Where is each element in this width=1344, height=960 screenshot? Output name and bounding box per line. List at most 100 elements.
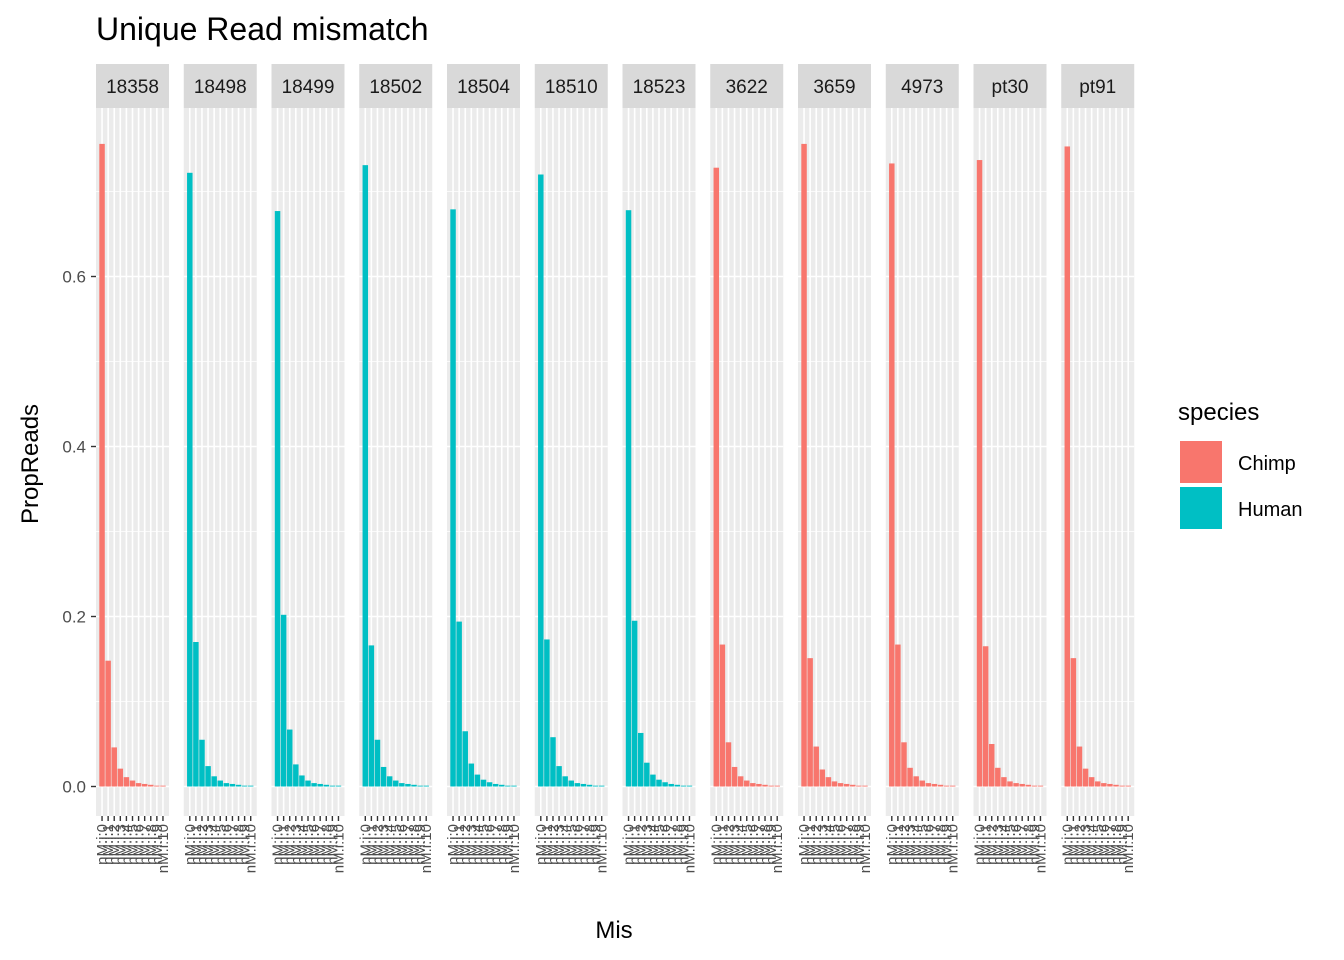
bar-18510-9: [592, 785, 599, 787]
bar-18358-8: [148, 784, 154, 787]
facet-panel-18523: 18523nM:i:0nM:i:1nM:i:2nM:i:3nM:i:4nM:i:…: [621, 64, 698, 873]
x-tick-label: nM:i:7: [488, 824, 505, 865]
x-tick-label: nM:i:4: [557, 824, 574, 865]
x-tick-label: nM:i:7: [312, 824, 329, 865]
x-tick-label: nM:i:1: [978, 824, 995, 865]
bar-3659-10: [862, 785, 868, 787]
bar-4973-8: [937, 784, 944, 787]
x-tick-label: nM:i:1: [363, 824, 380, 865]
facet-strip-bg: [534, 64, 608, 108]
x-tick-label: nM:i:6: [306, 824, 323, 865]
x-tick-label: nM:i:10: [681, 824, 698, 873]
x-tick-label: nM:i:6: [131, 824, 148, 865]
x-tick-label: nM:i:2: [369, 824, 386, 865]
bar-18498-4: [211, 776, 217, 787]
x-tick-label: nM:i:0: [94, 824, 111, 865]
x-tick-label: nM:i:1: [188, 824, 205, 865]
facet-strip-bg: [798, 64, 871, 108]
bar-18499-3: [293, 764, 299, 787]
bar-18358-6: [135, 783, 142, 787]
x-axis-title: Mis: [595, 917, 632, 944]
bar-18502-6: [399, 783, 405, 787]
x-tick-label: nM:i:10: [506, 824, 523, 873]
x-tick-label: nM:i:3: [376, 824, 393, 865]
y-tick-label: 0.6: [62, 268, 86, 287]
bar-4973-3: [907, 767, 913, 787]
bar-18523-2: [637, 732, 644, 787]
bar-18523-10: [686, 785, 693, 787]
x-tick-label: nM:i:6: [218, 824, 235, 865]
bar-18358-0: [99, 143, 105, 787]
bar-18523-5: [656, 779, 662, 787]
x-tick-label: nM:i:9: [149, 824, 166, 865]
x-tick-label: nM:i:1: [627, 824, 644, 865]
bar-18358-9: [154, 785, 160, 787]
bar-18504-7: [492, 783, 499, 787]
x-tick-label: nM:i:5: [563, 824, 580, 865]
x-tick-label: nM:i:2: [633, 824, 650, 865]
bar-18499-6: [311, 783, 317, 787]
x-tick-label: nM:i:2: [106, 824, 123, 865]
x-tick-label: nM:i:2: [545, 824, 562, 865]
bar-pt91-9: [1119, 785, 1125, 787]
x-tick-label: nM:i:2: [194, 824, 211, 865]
facet-strip-label: 18358: [106, 77, 159, 98]
bar-3622-7: [756, 783, 762, 787]
legend: species Chimp Human: [1178, 399, 1302, 529]
x-tick-label: nM:i:2: [984, 824, 1001, 865]
bar-18502-0: [362, 165, 369, 787]
x-tick-label: nM:i:3: [551, 824, 568, 865]
legend-title: species: [1178, 399, 1259, 426]
x-tick-label: nM:i:3: [990, 824, 1007, 865]
x-tick-label: nM:i:0: [708, 824, 725, 865]
bar-18510-2: [550, 737, 556, 787]
x-tick-label: nM:i:6: [745, 824, 762, 865]
bar-18523-4: [650, 774, 656, 787]
bar-3622-10: [774, 785, 780, 787]
bar-18358-2: [111, 747, 117, 787]
x-tick-label: nM:i:10: [594, 824, 611, 873]
x-tick-label: nM:i:8: [231, 824, 248, 865]
bar-3622-2: [725, 742, 732, 787]
x-tick-label: nM:i:9: [939, 824, 956, 865]
x-tick-label: nM:i:3: [112, 824, 129, 865]
facet-panel-18498: 18498nM:i:0nM:i:1nM:i:2nM:i:3nM:i:4nM:i:…: [182, 64, 260, 873]
bar-18523-1: [631, 620, 638, 787]
bar-3659-0: [801, 143, 807, 787]
bar-3659-7: [843, 783, 850, 787]
bar-18523-8: [674, 784, 681, 787]
bar-18498-6: [223, 783, 230, 787]
bar-18523-7: [668, 783, 674, 787]
bar-18499-2: [286, 729, 293, 787]
x-tick-label: nM:i:2: [808, 824, 825, 865]
x-tick-label: nM:i:7: [224, 824, 241, 865]
bar-18510-6: [574, 783, 581, 787]
facet-strip-label: 18523: [633, 77, 686, 98]
bar-18504-2: [462, 731, 468, 787]
x-tick-label: nM:i:9: [237, 824, 254, 865]
bar-18510-3: [556, 766, 562, 787]
bar-4973-6: [925, 783, 932, 787]
bar-18358-1: [105, 660, 111, 787]
x-tick-label: nM:i:1: [451, 824, 468, 865]
x-tick-label: nM:i:7: [137, 824, 154, 865]
x-tick-label: nM:i:9: [324, 824, 341, 865]
x-tick-label: nM:i:1: [276, 824, 293, 865]
bar-pt30-6: [1013, 783, 1019, 787]
bar-pt30-3: [995, 767, 1001, 787]
facet-panel-18499: 18499nM:i:0nM:i:1nM:i:2nM:i:3nM:i:4nM:i:…: [270, 64, 347, 873]
x-tick-label: nM:i:0: [445, 824, 462, 865]
x-tick-label: nM:i:6: [569, 824, 586, 865]
bar-18502-5: [393, 780, 399, 787]
bar-3622-3: [731, 766, 738, 787]
facet-strip-bg: [271, 64, 345, 108]
x-tick-label: nM:i:4: [1084, 824, 1101, 865]
x-tick-label: nM:i:0: [884, 824, 901, 865]
facet-strip-label: pt91: [1079, 77, 1116, 98]
x-tick-label: nM:i:6: [1008, 824, 1025, 865]
facet-panel-18502: 18502nM:i:0nM:i:1nM:i:2nM:i:3nM:i:4nM:i:…: [357, 64, 435, 873]
x-tick-label: nM:i:5: [300, 824, 317, 865]
x-tick-label: nM:i:9: [588, 824, 605, 865]
x-tick-label: nM:i:7: [575, 824, 592, 865]
facet-strip-label: 18499: [282, 77, 335, 98]
